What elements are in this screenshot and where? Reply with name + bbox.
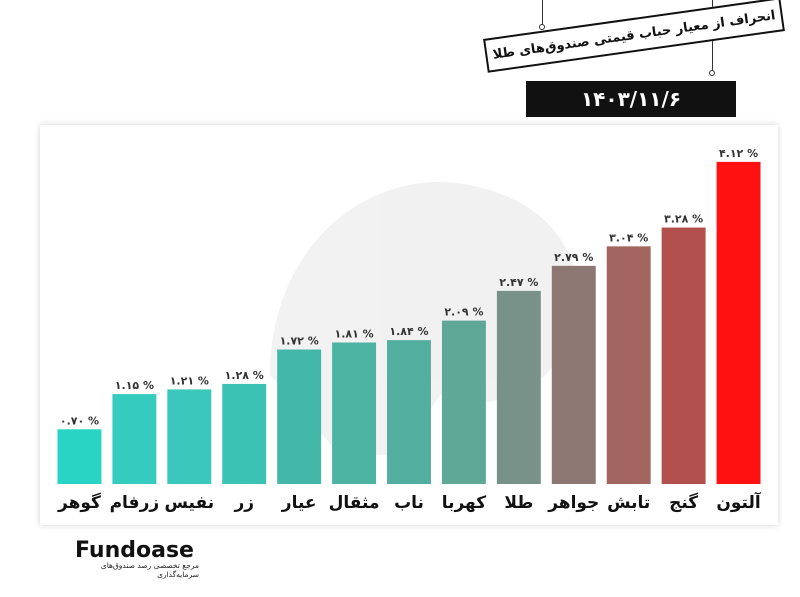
category-label: زر: [233, 493, 254, 513]
category-label: گنج: [669, 492, 698, 513]
category-label: مثقال: [329, 493, 380, 513]
chart-title: انحراف از معیار حباب قیمتی صندوق‌های طلا: [491, 7, 777, 63]
bar-3: [167, 389, 212, 484]
bar-value-label: ۲.۷۹ %: [554, 251, 593, 264]
date-banner: ۱۴۰۳/۱۱/۶: [526, 81, 736, 117]
hanging-pin-left: [539, 24, 545, 30]
bar-8: [441, 320, 486, 484]
category-label: جواهر: [547, 493, 599, 513]
bar-6: [332, 342, 377, 484]
brand-tagline: مرجع تخصصی رصد صندوق‌های سرمایه‌گذاری: [100, 561, 199, 579]
bar-value-label: ۱.۸۱ %: [334, 327, 373, 340]
bar-2: [112, 394, 157, 484]
bar-value-label: ۳.۰۴ %: [609, 231, 648, 244]
category-label: طلا: [504, 493, 533, 513]
bar-9: [496, 290, 541, 484]
bar-11: [606, 246, 651, 484]
bar-13: [716, 161, 761, 484]
chart-title-card: انحراف از معیار حباب قیمتی صندوق‌های طلا: [483, 0, 785, 73]
brand-name: Fundoase: [75, 538, 194, 563]
bar-value-label: ۳.۲۸ %: [664, 213, 703, 226]
bar-value-label: ۲.۰۹ %: [444, 306, 483, 319]
bar-10: [551, 265, 596, 484]
hanging-pin-right: [709, 70, 715, 76]
category-label: آلتون: [716, 491, 761, 513]
bar-4: [222, 383, 267, 484]
category-label: زرفام: [110, 493, 160, 513]
category-label: گوهر: [57, 492, 101, 513]
bar-chart: ۰.۷۰ % ۱.۱۵ % ۱.۲۱ % ۱.۲۸ % ۱.۷۲ % ۱.۸۱ % ۱.۸۴…: [57, 147, 762, 513]
bar-value-label: ۱.۲۱ %: [170, 374, 209, 387]
category-label: ناب: [394, 493, 424, 513]
bar-value-label: ۲.۴۷ %: [499, 276, 538, 289]
bar-7: [387, 340, 431, 484]
bar-value-label: ۱.۸۴ %: [389, 325, 428, 338]
hanging-string-left: [542, 0, 543, 28]
bar-value-label: ۰.۷۰ %: [60, 414, 99, 427]
category-label: کهربا: [442, 493, 487, 513]
brand-logo: Fundoase مرجع تخصصی رصد صندوق‌های سرمایه…: [75, 538, 235, 579]
bar-value-label: ۱.۱۵ %: [115, 379, 154, 392]
category-label: تابش: [607, 493, 650, 513]
report-date: ۱۴۰۳/۱۱/۶: [580, 87, 682, 111]
category-label: نفیس: [165, 493, 215, 513]
bar-12: [661, 227, 706, 484]
bar-value-label: ۱.۲۸ %: [225, 369, 264, 382]
bar-5: [277, 349, 322, 484]
bar-value-label: ۱.۷۲ %: [280, 335, 319, 348]
category-label: عیار: [281, 493, 317, 513]
chart-panel: ۰.۷۰ % ۱.۱۵ % ۱.۲۱ % ۱.۲۸ % ۱.۷۲ % ۱.۸۱ % ۱.۸۴…: [40, 125, 778, 525]
bar-value-label: ۴.۱۲ %: [719, 147, 758, 160]
bar-1: [57, 429, 102, 484]
